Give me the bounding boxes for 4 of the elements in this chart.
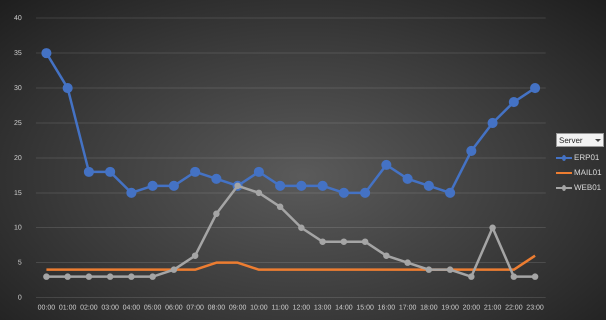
legend-label: WEB01: [574, 183, 602, 192]
legend-label: MAIL01: [574, 168, 602, 177]
legend-title: Server: [559, 136, 583, 144]
legend-label: ERP01: [574, 153, 600, 162]
